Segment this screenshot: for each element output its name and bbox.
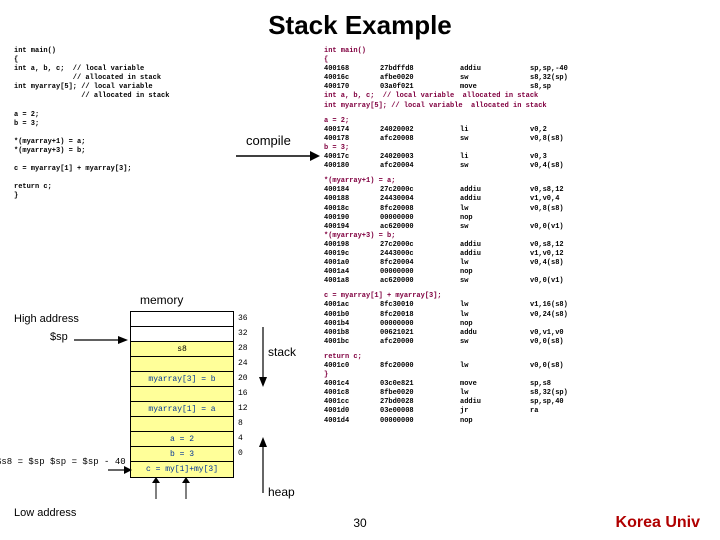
asm-line: 4001ac8fc30010lwv1,16(s8) <box>324 301 712 310</box>
addr-value: 28 <box>238 341 248 356</box>
memory-label: memory <box>140 293 183 307</box>
addr-value: 32 <box>238 326 248 341</box>
asm-line: 4001b08fc20018lwv0,24(s8) <box>324 311 712 320</box>
page-number: 30 <box>353 516 366 530</box>
asm-line: 400180afc20004swv0,4(s8) <box>324 162 712 171</box>
addr-value: 4 <box>238 431 248 446</box>
addr-value: 20 <box>238 371 248 386</box>
asm-close: } <box>324 371 712 380</box>
asm-line: 400178afc20008swv0,8(s8) <box>324 135 712 144</box>
asm-line: 40018824430004addiuv1,v0,4 <box>324 195 712 204</box>
c-block-5: return c; } <box>14 183 234 201</box>
sp-label: $sp <box>50 331 68 343</box>
asm-line: 40016827bdffd8addiusp,sp,-40 <box>324 65 712 74</box>
asm-line: 4001c403c0e821movesp,s8 <box>324 380 712 389</box>
asm-line: 4001b400000000nop <box>324 320 712 329</box>
memory-row <box>131 417 233 432</box>
memory-row <box>131 312 233 327</box>
memory-row: myarray[1] = a <box>131 402 233 417</box>
slide-title: Stack Example <box>0 0 720 47</box>
memory-row: myarray[3] = b <box>131 372 233 387</box>
sp-equation: $s8 = $sp $sp = $sp - 40 <box>0 457 126 467</box>
asm-line: 4001c88fbe0020lws8,32(sp) <box>324 389 712 398</box>
asm-line: 40017003a0f021moves8,sp <box>324 83 712 92</box>
c-block-3: *(myarray+1) = a; *(myarray+3) = b; <box>14 138 234 156</box>
memory-row <box>131 357 233 372</box>
memory-row: c = my[1]+my[3] <box>131 462 233 477</box>
diagram-under-arrows-icon <box>148 477 208 517</box>
memory-row <box>131 327 233 342</box>
footer: 30 Korea Univ <box>0 514 720 532</box>
asm-decl: int a, b, c; // local variable allocated… <box>324 92 712 110</box>
asm-line: 4001d400000000nop <box>324 417 712 426</box>
stack-label: stack <box>268 345 296 359</box>
c-block-2: a = 2; b = 3; <box>14 111 234 129</box>
asm-line: 40017c24020003liv0,3 <box>324 153 712 162</box>
addr-value: 16 <box>238 386 248 401</box>
addr-column: 36322824201612840 <box>238 311 248 461</box>
university-label: Korea Univ <box>616 514 700 532</box>
asm-line: 4001d003e00008jrra <box>324 407 712 416</box>
addr-value: 0 <box>238 446 248 461</box>
asm-line: 4001a08fc20004lwv0,4(s8) <box>324 259 712 268</box>
asm-header: int main() { <box>324 47 712 65</box>
asm-line: 400194ac620000swv0,0(v1) <box>324 223 712 232</box>
memory-row <box>131 387 233 402</box>
asm-line: 4001bcafc20000swv0,0(s8) <box>324 338 712 347</box>
memory-row: a = 2 <box>131 432 233 447</box>
asm-line: 4001b800621021adduv0,v1,v0 <box>324 329 712 338</box>
asm-line: 4001c08fc20000lwv0,0(s8) <box>324 362 712 371</box>
addr-value: 36 <box>238 311 248 326</box>
right-asm-code: int main() { 40016827bdffd8addiusp,sp,-4… <box>324 47 712 426</box>
asm-line: 4001a8ac620000swv0,0(v1) <box>324 277 712 286</box>
memory-row: s8 <box>131 342 233 357</box>
stack-arrow-icon <box>256 327 270 387</box>
asm-line: 40019827c2000caddiuv0,s8,12 <box>324 241 712 250</box>
compile-label: compile <box>246 133 291 148</box>
asm-ptr1: *(myarray+1) = a; <box>324 177 712 186</box>
asm-b3: b = 3; <box>324 144 712 153</box>
asm-line: 40018c8fc20008lwv0,8(s8) <box>324 205 712 214</box>
asm-ret: return c; <box>324 353 712 362</box>
asm-line: 4001a400000000nop <box>324 268 712 277</box>
high-addr-label: High address <box>14 313 79 325</box>
asm-line: 40019000000000nop <box>324 214 712 223</box>
left-c-code: int main() { int a, b, c; // local varia… <box>14 47 234 210</box>
compile-arrow-icon <box>236 149 320 163</box>
asm-line: 40017424020002liv0,2 <box>324 126 712 135</box>
sp-eq-arrow-icon <box>108 465 132 475</box>
heap-label: heap <box>268 485 295 499</box>
memory-box: s8 myarray[3] = b myarray[1] = a a = 2b = 3… <box>130 311 234 478</box>
c-block-4: c = myarray[1] + myarray[3]; <box>14 165 234 174</box>
asm-line: 4001cc27bd0028addiusp,sp,40 <box>324 398 712 407</box>
heap-arrow-icon <box>256 437 270 493</box>
memory-row: b = 3 <box>131 447 233 462</box>
asm-a2: a = 2; <box>324 117 712 126</box>
sp-arrow-icon <box>74 335 128 345</box>
asm-line: 40016cafbe0020sws8,32(sp) <box>324 74 712 83</box>
asm-line: 40018427c2000caddiuv0,s8,12 <box>324 186 712 195</box>
asm-sum: c = myarray[1] + myarray[3]; <box>324 292 712 301</box>
addr-value: 12 <box>238 401 248 416</box>
addr-value: 24 <box>238 356 248 371</box>
addr-value: 8 <box>238 416 248 431</box>
asm-line: 40019c2443000caddiuv1,v0,12 <box>324 250 712 259</box>
c-block-1: int main() { int a, b, c; // local varia… <box>14 47 234 102</box>
asm-ptr3: *(myarray+3) = b; <box>324 232 712 241</box>
